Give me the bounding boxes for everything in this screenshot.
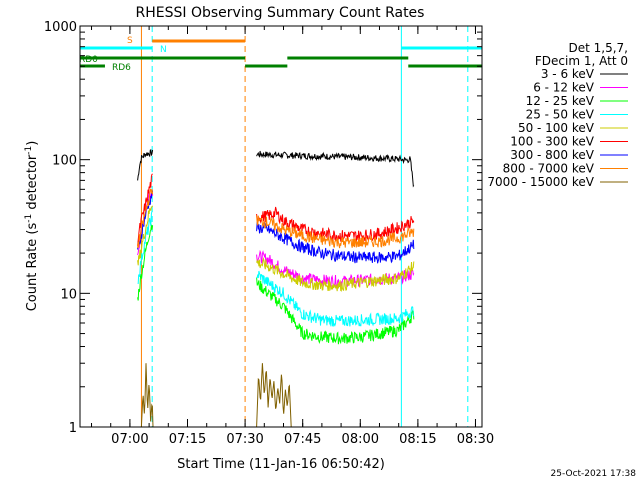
x-tick-label-5: 08:15 [399,432,436,447]
series-line-3-0 [137,210,153,285]
y-tick-label-1: 10 [60,287,77,302]
legend-label-1: 6 - 12 keV [533,81,595,95]
y-axis-label-sup2: -1 [24,146,34,155]
series-line-0-1 [256,150,415,188]
series-line-2-1 [256,277,415,345]
series-line-6-0 [137,189,154,250]
y-tick-label-3: 1000 [44,20,77,35]
legend-label-2: 12 - 25 keV [526,94,595,108]
state-label-rd6: RD6 [112,63,131,73]
series-line-8-1 [256,363,292,428]
y-axis-label-mid: detector [25,154,40,214]
y-axis-label-sup1: -1 [24,214,34,223]
axes: 07:00 07:15 07:30 07:45 08:00 08:15 08:30 1 10 10… [44,20,494,447]
legend-label-3: 25 - 50 keV [526,108,595,122]
series-line-7-1 [256,215,415,249]
plot-area: S N RD0 RD6 [79,26,482,428]
series-line-0-0 [137,149,154,181]
y-axis-label: Count Rate (s-1 detector-1) [24,141,40,312]
legend-label-6: 300 - 800 keV [510,148,594,162]
y-axis-label-end: ) [25,141,40,146]
series-line-4-1 [256,256,415,292]
series-line-7-0 [137,188,154,249]
plot-frame [79,25,483,428]
y-tick-label-0: 1 [69,421,77,436]
x-axis-label: Start Time (11-Jan-16 06:50:42) [177,457,385,472]
series-line-4-0 [137,205,154,266]
timestamp: 25-Oct-2021 17:38 [551,469,637,479]
series-line-3-1 [256,270,415,328]
legend-label-0: 3 - 6 keV [541,67,595,81]
x-tick-label-4: 08:00 [342,432,379,447]
series-line-8-0 [140,363,154,428]
legend-label-4: 50 - 100 keV [518,121,595,135]
series-line-6-1 [256,221,415,264]
x-tick-label-0: 07:00 [111,432,148,447]
state-label-s: S [127,36,133,46]
state-label-n: N [160,45,167,55]
legend-header-2: FDecim 1, Att 0 [535,54,628,68]
x-tick-label-1: 07:15 [169,432,206,447]
y-axis-label-main: Count Rate (s [25,223,40,312]
legend-header-1: Det 1,5,7, [569,41,629,55]
x-tick-label-3: 07:45 [284,432,321,447]
legend-label-5: 100 - 300 keV [510,135,594,149]
series-line-2-0 [137,224,154,301]
state-label-rd0: RD0 [79,55,98,65]
x-tick-label-6: 08:30 [457,432,494,447]
series-line-5-1 [256,206,415,243]
x-tick-label-2: 07:30 [226,432,263,447]
legend-label-8: 7000 - 15000 keV [487,175,594,189]
chart-title: RHESSI Observing Summary Count Rates [136,5,425,21]
legend-label-7: 800 - 7000 keV [503,162,595,176]
y-tick-label-2: 100 [52,154,77,169]
